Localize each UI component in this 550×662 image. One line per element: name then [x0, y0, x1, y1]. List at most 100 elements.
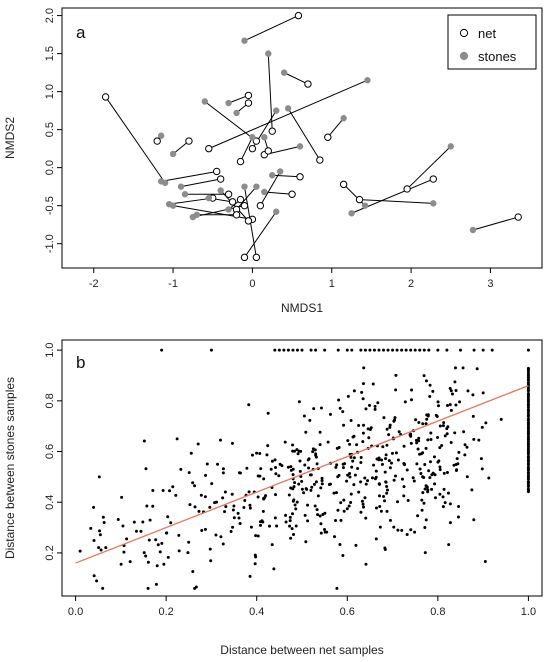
distance-point-y1-row — [300, 348, 304, 352]
distance-point — [306, 519, 310, 523]
distance-point — [121, 524, 125, 528]
distance-point — [382, 495, 386, 499]
distance-point — [380, 458, 384, 462]
distance-point — [394, 388, 398, 392]
distance-point — [144, 554, 148, 558]
net-point — [288, 190, 296, 198]
distance-point — [258, 474, 262, 478]
distance-point — [286, 465, 290, 469]
distance-point — [302, 491, 306, 495]
panel-b-x-tick-label: 0.0 — [68, 606, 83, 618]
distance-point — [457, 450, 461, 454]
distance-point-y1-row — [363, 348, 367, 352]
distance-point — [289, 536, 293, 540]
distance-point — [438, 492, 442, 496]
distance-point — [359, 461, 363, 465]
distance-point-y1-row — [314, 348, 318, 352]
distance-point — [453, 366, 457, 370]
distance-point — [403, 400, 407, 404]
distance-point — [402, 485, 406, 489]
distance-point — [336, 508, 340, 512]
distance-point-y1-row — [409, 348, 413, 352]
distance-point-x1-column — [526, 372, 530, 376]
distance-point — [306, 503, 310, 507]
distance-point — [292, 498, 296, 502]
distance-point — [309, 488, 313, 492]
net-point — [244, 91, 253, 100]
distance-point — [410, 388, 414, 392]
legend-stones-marker — [459, 51, 469, 61]
stones-point — [261, 188, 268, 196]
distance-point — [472, 518, 476, 522]
distance-point — [481, 391, 485, 395]
distance-point — [345, 507, 349, 511]
distance-point — [348, 471, 352, 475]
distance-point-y1-row — [400, 348, 404, 352]
stones-point — [269, 172, 276, 179]
distance-point — [290, 527, 294, 531]
net-point — [264, 147, 272, 155]
distance-point — [294, 524, 298, 528]
distance-point — [98, 533, 102, 537]
distance-point — [89, 526, 93, 530]
stones-point — [249, 134, 256, 141]
distance-point — [413, 530, 417, 534]
legend-net-label: net — [478, 26, 496, 41]
distance-point — [370, 476, 374, 480]
distance-point — [186, 551, 190, 555]
distance-point — [385, 427, 389, 431]
distance-point — [275, 524, 279, 528]
distance-point — [270, 543, 274, 547]
distance-point — [421, 422, 425, 426]
net-point — [213, 167, 221, 176]
distance-point-x1-column — [526, 462, 530, 466]
distance-point — [338, 406, 342, 410]
panel-a-x-axis-title: NMDS1 — [281, 301, 323, 315]
distance-point — [456, 462, 460, 466]
distance-point — [297, 482, 301, 486]
distance-point — [289, 486, 293, 490]
distance-point — [188, 503, 192, 507]
pair-connector-line — [343, 184, 366, 207]
stones-point — [193, 211, 201, 218]
distance-point — [346, 394, 350, 398]
distance-point — [420, 498, 424, 502]
distance-point — [369, 426, 373, 430]
distance-point — [278, 462, 282, 466]
distance-point — [250, 453, 254, 457]
distance-point — [120, 495, 124, 499]
distance-point — [303, 513, 307, 517]
distance-point — [342, 509, 346, 513]
distance-point — [351, 459, 355, 463]
panel-b-axes: 0.0 0.2 0.4 0.6 0.8 1.0 0.2 0.4 0.6 0.8 1.0 — [44, 342, 536, 618]
distance-point — [95, 579, 99, 583]
distance-point — [409, 441, 413, 445]
distance-point — [339, 501, 343, 505]
distance-point — [436, 400, 440, 404]
distance-point — [142, 551, 146, 555]
panel-b-letter: b — [76, 353, 85, 372]
distance-point — [168, 489, 172, 493]
distance-point — [320, 479, 324, 483]
distance-point — [336, 475, 340, 479]
distance-point — [310, 485, 314, 489]
distance-point — [236, 511, 240, 515]
distance-point — [313, 448, 317, 452]
distance-point — [269, 467, 273, 471]
distance-point — [348, 475, 352, 479]
distance-point — [125, 537, 129, 541]
distance-point — [388, 425, 392, 429]
stones-point — [276, 168, 284, 175]
distance-point-y1-row — [368, 348, 372, 352]
panel-a-x-tick-label: 3 — [487, 278, 493, 290]
panel-b-y-tick-label: 0.8 — [44, 393, 56, 408]
distance-point — [484, 421, 488, 425]
net-point — [294, 11, 303, 20]
distance-point — [417, 421, 421, 425]
distance-point — [454, 469, 458, 473]
net-point — [101, 93, 110, 101]
distance-point — [144, 467, 148, 471]
distance-point — [293, 481, 297, 485]
distance-point — [97, 546, 101, 550]
